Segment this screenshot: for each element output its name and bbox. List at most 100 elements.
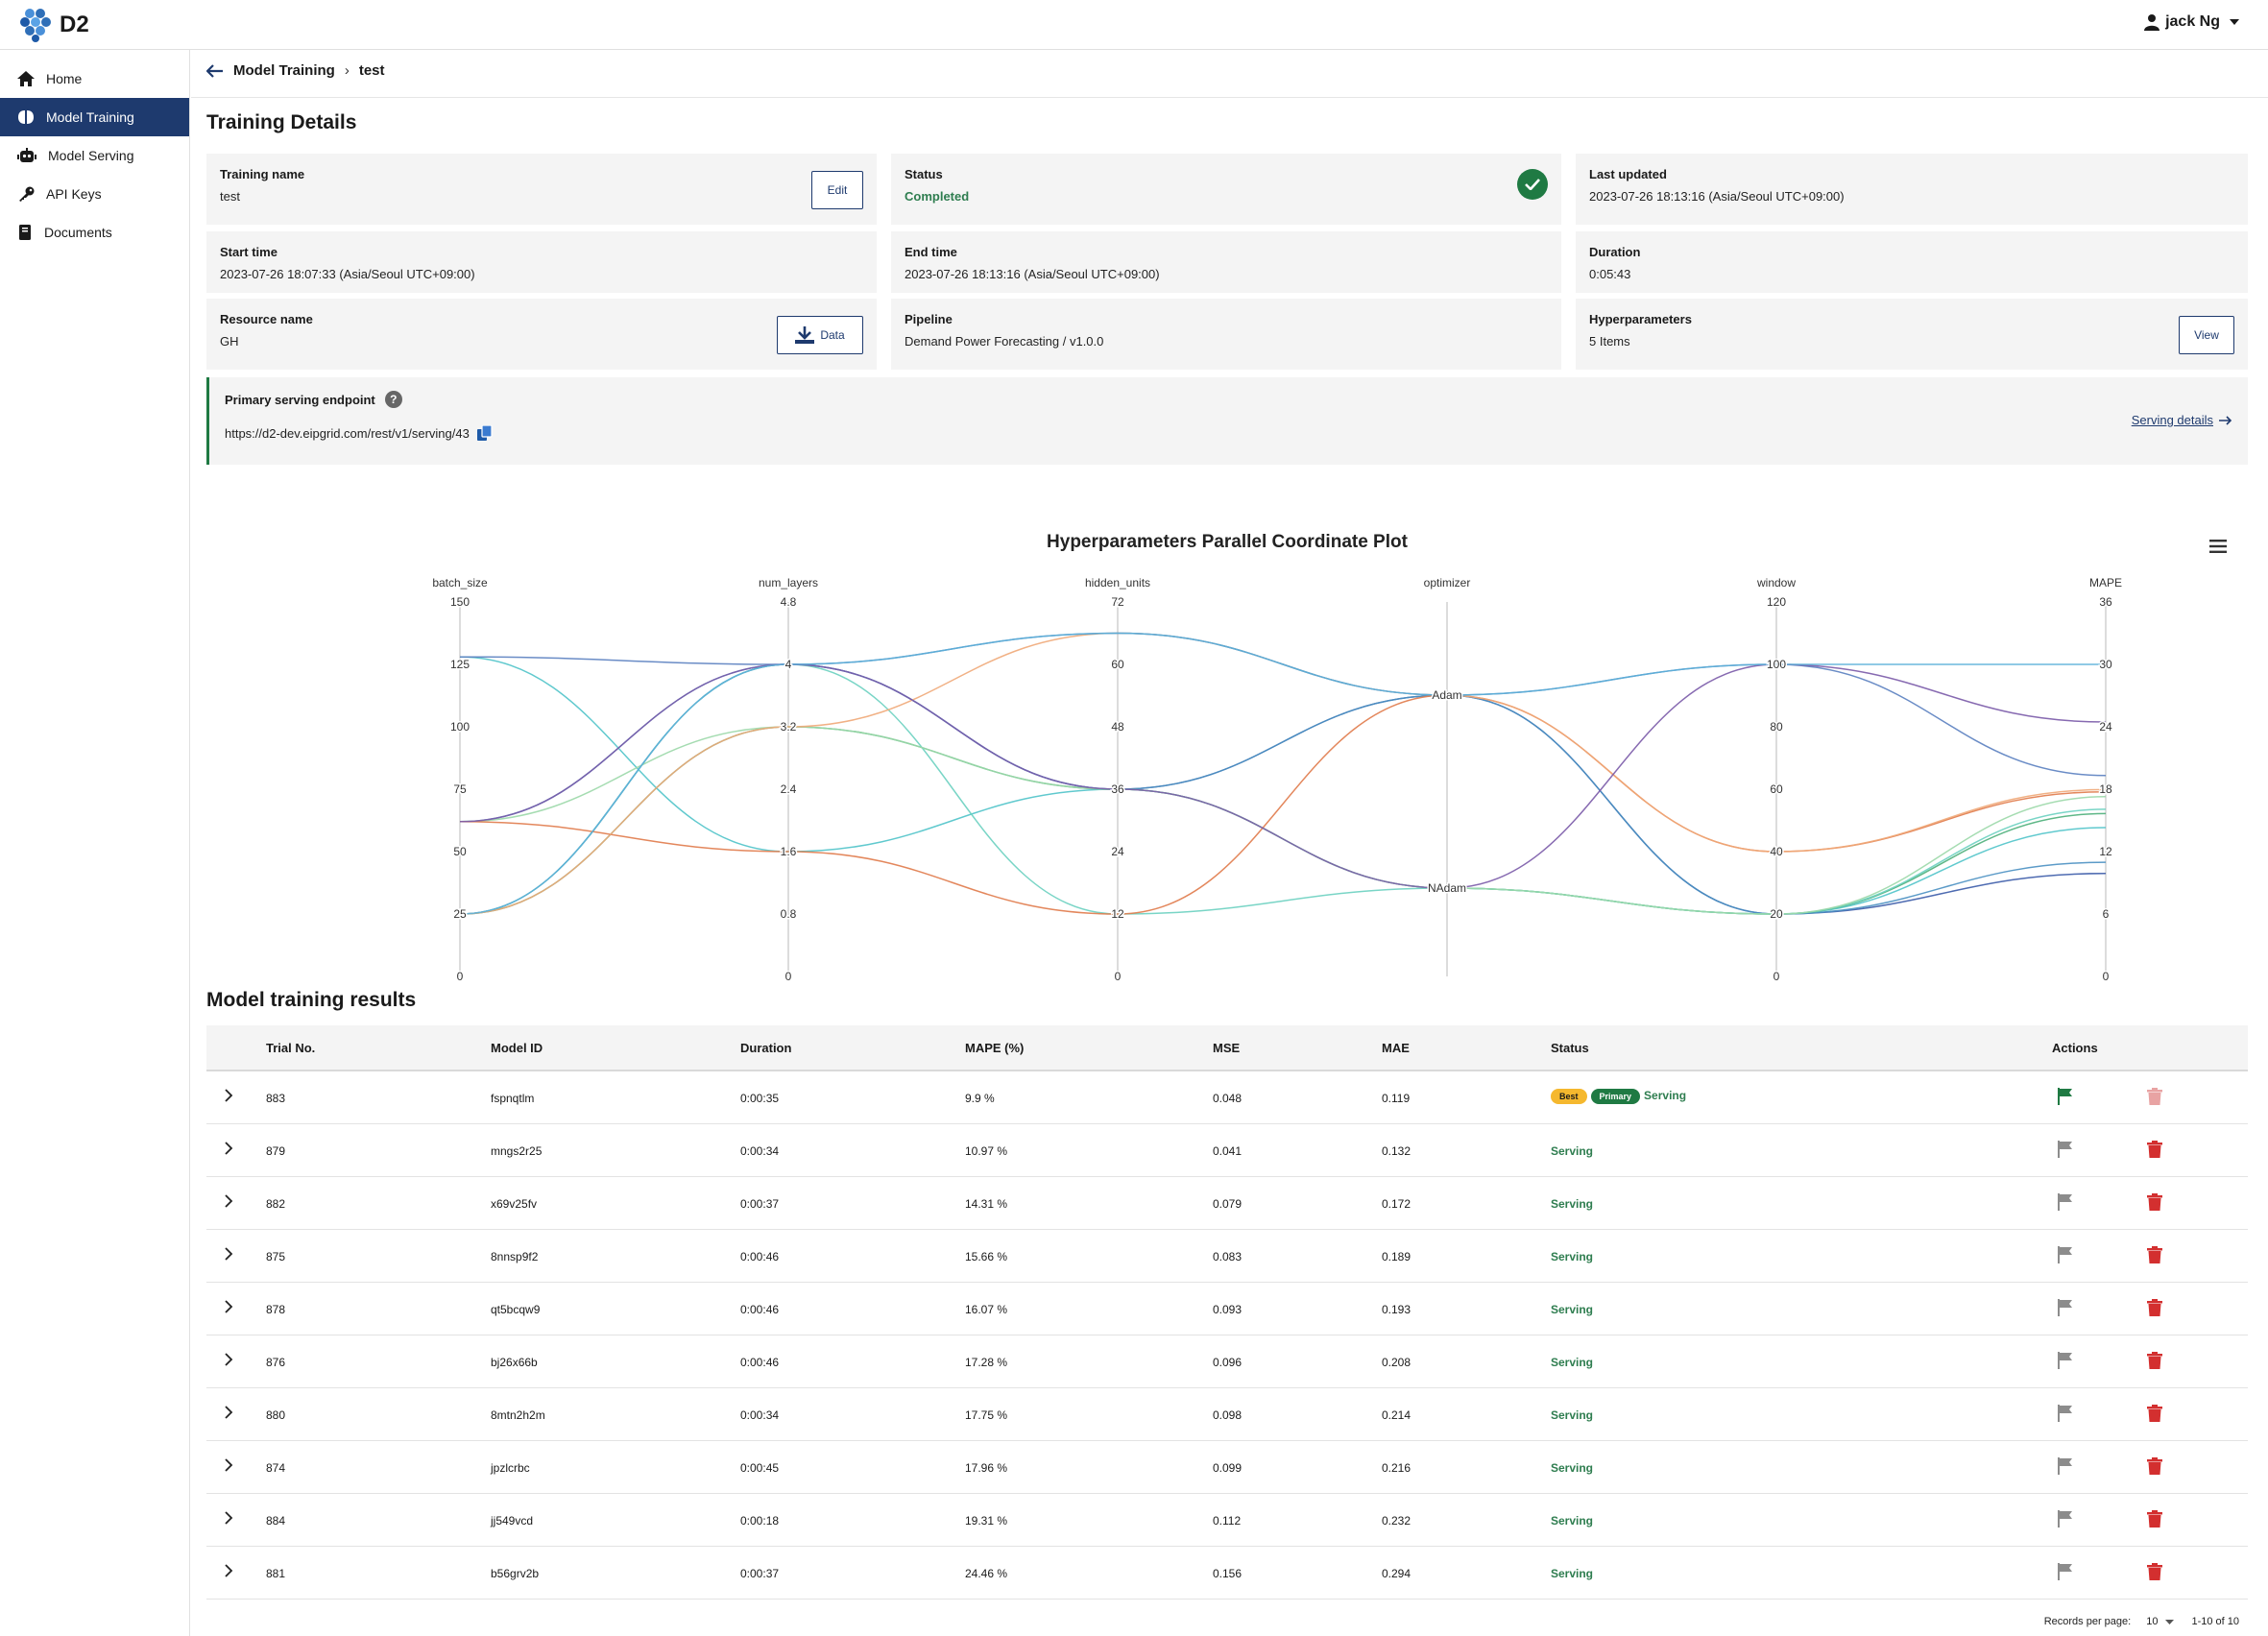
trash-icon[interactable] — [2147, 1193, 2162, 1211]
flag-icon[interactable] — [2058, 1088, 2073, 1105]
cell-mape: 17.75 % — [965, 1408, 1008, 1422]
primary-endpoint-panel: Primary serving endpoint ? https://d2-de… — [206, 377, 2248, 465]
column-header-mae[interactable]: MAE — [1382, 1041, 1410, 1055]
chevron-right-icon[interactable] — [224, 1300, 233, 1313]
cell-status: Serving — [1551, 1514, 1593, 1528]
cell-status: Serving — [1551, 1356, 1593, 1369]
trash-icon[interactable] — [2147, 1352, 2162, 1369]
chevron-right-icon[interactable] — [224, 1089, 233, 1102]
status-text: Serving — [1551, 1408, 1594, 1422]
pipeline-label: Pipeline — [905, 312, 953, 326]
cell-mse: 0.156 — [1213, 1567, 1243, 1580]
cell-duration: 0:00:46 — [740, 1250, 780, 1263]
table-row[interactable]: 884 jj549vcd 0:00:18 19.31 % 0.112 0.232 Servi… — [206, 1494, 2248, 1547]
download-icon — [795, 326, 815, 344]
table-header: Trial No. Model ID Duration MAPE (%) MSE… — [206, 1025, 2248, 1071]
data-download-button[interactable]: Data — [777, 316, 863, 354]
hyperparameters-chart: Hyperparameters Parallel Coordinate Plot… — [206, 472, 2248, 1010]
app-logo[interactable]: D2 — [19, 8, 89, 42]
trash-icon[interactable] — [2147, 1510, 2162, 1528]
column-header-trial[interactable]: Trial No. — [266, 1041, 316, 1055]
tick-label: 2.4 — [781, 782, 797, 796]
column-header-model-id[interactable]: Model ID — [491, 1041, 543, 1055]
pagination-range: 1-10 of 10 — [2191, 1616, 2239, 1627]
chevron-right-icon[interactable] — [224, 1564, 233, 1577]
trash-icon[interactable] — [2147, 1405, 2162, 1422]
cell-model: fspnqtlm — [491, 1092, 535, 1105]
table-row[interactable]: 880 8mtn2h2m 0:00:34 17.75 % 0.098 0.214 Servi… — [206, 1388, 2248, 1441]
table-row[interactable]: 881 b56grv2b 0:00:37 24.46 % 0.156 0.294 Servi… — [206, 1547, 2248, 1600]
chevron-right-icon[interactable] — [224, 1406, 233, 1419]
flag-icon[interactable] — [2058, 1510, 2073, 1528]
chevron-right-icon[interactable] — [224, 1247, 233, 1261]
column-header-duration[interactable]: Duration — [740, 1041, 792, 1055]
flag-icon[interactable] — [2058, 1405, 2073, 1422]
cell-mse: 0.112 — [1213, 1514, 1242, 1528]
arrow-left-icon[interactable] — [206, 63, 224, 78]
trash-icon[interactable] — [2147, 1299, 2162, 1316]
tick-label: 100 — [450, 720, 470, 734]
table-row[interactable]: 875 8nnsp9f2 0:00:46 15.66 % 0.083 0.189 Servi… — [206, 1230, 2248, 1283]
caret-down-icon — [2230, 19, 2239, 25]
flag-icon[interactable] — [2058, 1193, 2073, 1211]
chevron-right-icon[interactable] — [224, 1511, 233, 1525]
view-hyperparameters-button[interactable]: View — [2179, 316, 2234, 354]
flag-icon[interactable] — [2058, 1352, 2073, 1369]
column-header-mape[interactable]: MAPE (%) — [965, 1041, 1025, 1055]
hamburger-menu-icon[interactable] — [2209, 540, 2227, 553]
tick-label: 18 — [2099, 782, 2112, 796]
edit-button[interactable]: Edit — [811, 171, 863, 209]
serving-details-link[interactable]: Serving details — [2132, 413, 2232, 427]
flag-icon[interactable] — [2058, 1299, 2073, 1316]
user-menu[interactable]: jack Ng — [2144, 13, 2245, 31]
chevron-right-icon: › — [344, 62, 350, 79]
trash-icon[interactable] — [2147, 1088, 2162, 1105]
sidebar-item-documents[interactable]: Documents — [0, 213, 189, 252]
flag-icon[interactable] — [2058, 1141, 2073, 1158]
chevron-right-icon[interactable] — [224, 1353, 233, 1366]
cell-model: 8mtn2h2m — [491, 1408, 545, 1422]
tick-label: 0.8 — [781, 907, 797, 921]
sidebar-item-model-serving[interactable]: Model Serving — [0, 136, 189, 175]
copy-icon[interactable] — [476, 425, 493, 441]
sidebar-item-label: Home — [46, 71, 83, 86]
cell-trial: 874 — [266, 1461, 286, 1475]
primary-badge: Primary — [1590, 1089, 1641, 1104]
check-circle-icon — [1517, 169, 1548, 200]
chevron-right-icon[interactable] — [224, 1194, 233, 1208]
trash-icon[interactable] — [2147, 1457, 2162, 1475]
trash-icon[interactable] — [2147, 1141, 2162, 1158]
training-name-label: Training name — [220, 167, 305, 181]
table-row[interactable]: 878 qt5bcqw9 0:00:46 16.07 % 0.093 0.193 Servi… — [206, 1283, 2248, 1335]
trash-icon[interactable] — [2147, 1246, 2162, 1263]
sidebar-item-api-keys[interactable]: API Keys — [0, 175, 189, 213]
table-row[interactable]: 883 fspnqtlm 0:00:35 9.9 % 0.048 0.119 Best Pri… — [206, 1071, 2248, 1124]
trash-icon[interactable] — [2147, 1563, 2162, 1580]
table-row[interactable]: 874 jpzlcrbc 0:00:45 17.96 % 0.099 0.216 Servi… — [206, 1441, 2248, 1494]
breadcrumb-divider — [191, 97, 2268, 98]
cell-mse: 0.096 — [1213, 1356, 1243, 1369]
tick-label: 6 — [2103, 907, 2110, 921]
sidebar-item-home[interactable]: Home — [0, 60, 189, 98]
sidebar-item-model-training[interactable]: Model Training — [0, 98, 189, 136]
records-per-page-select[interactable]: 10 — [2146, 1616, 2175, 1627]
help-icon[interactable]: ? — [384, 391, 402, 408]
tick-label: 36 — [1111, 782, 1124, 796]
flag-icon[interactable] — [2058, 1457, 2073, 1475]
serving-details-label: Serving details — [2131, 413, 2213, 427]
breadcrumb-parent[interactable]: Model Training — [233, 62, 335, 79]
table-row[interactable]: 876 bj26x66b 0:00:46 17.28 % 0.096 0.208 Servi… — [206, 1335, 2248, 1388]
column-header-mse[interactable]: MSE — [1213, 1041, 1241, 1055]
table-row[interactable]: 879 mngs2r25 0:00:34 10.97 % 0.041 0.132 Servi… — [206, 1124, 2248, 1177]
chevron-right-icon[interactable] — [224, 1142, 233, 1155]
status-text: Serving — [1644, 1089, 1687, 1103]
app-name: D2 — [60, 12, 89, 37]
flag-icon[interactable] — [2058, 1563, 2073, 1580]
cell-mape: 10.97 % — [965, 1144, 1008, 1158]
end-time-label: End time — [905, 245, 957, 259]
table-row[interactable]: 882 x69v25fv 0:00:37 14.31 % 0.079 0.172 Servi… — [206, 1177, 2248, 1230]
flag-icon[interactable] — [2058, 1246, 2073, 1263]
start-time-value: 2023-07-26 18:07:33 (Asia/Seoul UTC+09:0… — [220, 267, 475, 281]
chevron-right-icon[interactable] — [224, 1458, 233, 1472]
column-header-status[interactable]: Status — [1551, 1041, 1589, 1055]
